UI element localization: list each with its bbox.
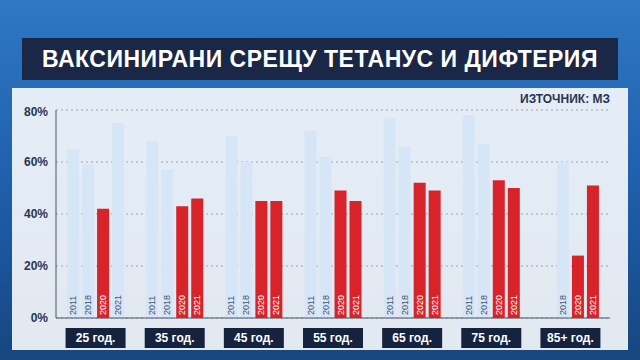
svg-text:2011: 2011 — [306, 296, 316, 315]
svg-text:45 год.: 45 год. — [234, 331, 274, 345]
svg-text:20%: 20% — [24, 259, 48, 273]
svg-text:2018: 2018 — [400, 295, 410, 315]
svg-text:35 год.: 35 год. — [155, 331, 195, 345]
svg-text:2020: 2020 — [573, 295, 583, 315]
svg-text:2011: 2011 — [68, 296, 78, 315]
svg-text:25 год.: 25 год. — [76, 331, 116, 345]
svg-text:2018: 2018 — [558, 295, 568, 315]
svg-text:2020: 2020 — [177, 295, 187, 315]
svg-text:2011: 2011 — [464, 296, 474, 315]
svg-text:2018: 2018 — [83, 295, 93, 315]
svg-text:60%: 60% — [24, 155, 48, 169]
svg-text:2020: 2020 — [256, 295, 266, 315]
svg-text:2021: 2021 — [430, 295, 440, 315]
html-text:ВАКСИНИРАНИ СРЕЩУ ТЕТАНУС И ДИ: ВАКСИНИРАНИ СРЕЩУ ТЕТАНУС И ДИФТЕРИЯ — [42, 46, 598, 72]
svg-text:2021: 2021 — [192, 295, 202, 315]
svg-text:40%: 40% — [24, 207, 48, 221]
svg-text:2021: 2021 — [271, 295, 281, 315]
svg-text:2018: 2018 — [241, 295, 251, 315]
svg-text:2021: 2021 — [113, 295, 123, 315]
svg-text:0%: 0% — [31, 311, 49, 325]
svg-text:2011: 2011 — [385, 296, 395, 315]
svg-text:2018: 2018 — [162, 295, 172, 315]
svg-text:2018: 2018 — [479, 295, 489, 315]
svg-text:2020: 2020 — [336, 295, 346, 315]
svg-text:2011: 2011 — [147, 296, 157, 315]
svg-text:2021: 2021 — [509, 295, 519, 315]
svg-text:2021: 2021 — [588, 295, 598, 315]
svg-text:2021: 2021 — [351, 295, 361, 315]
svg-text:2020: 2020 — [415, 295, 425, 315]
svg-text:80%: 80% — [24, 105, 48, 119]
svg-text:55 год.: 55 год. — [313, 331, 353, 345]
svg-text:2011: 2011 — [226, 296, 236, 315]
svg-text:85+ год.: 85+ год. — [547, 331, 594, 345]
svg-text:2020: 2020 — [494, 295, 504, 315]
svg-text:2020: 2020 — [98, 295, 108, 315]
html-text:ИЗТОЧНИК: МЗ: ИЗТОЧНИК: МЗ — [520, 92, 610, 106]
svg-text:65 год.: 65 год. — [392, 331, 432, 345]
svg-text:75 год.: 75 год. — [471, 331, 511, 345]
svg-text:2018: 2018 — [321, 295, 331, 315]
